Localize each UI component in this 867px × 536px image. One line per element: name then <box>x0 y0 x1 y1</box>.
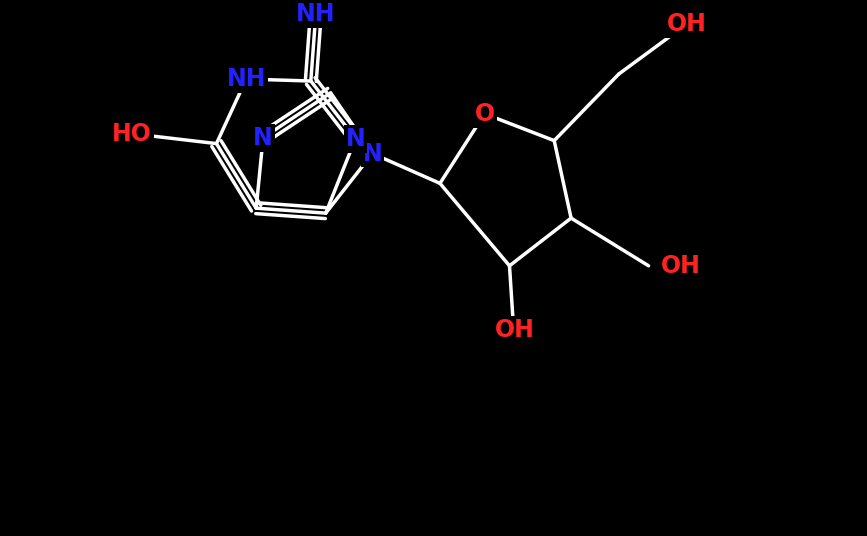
Text: NH: NH <box>296 3 336 26</box>
Text: OH: OH <box>667 12 707 36</box>
Text: HO: HO <box>112 122 152 146</box>
Text: OH: OH <box>494 318 534 343</box>
Text: N: N <box>253 125 273 150</box>
Text: NH: NH <box>226 67 266 91</box>
Text: N: N <box>346 126 365 151</box>
Text: N: N <box>362 142 382 166</box>
Text: O: O <box>474 102 495 126</box>
Text: OH: OH <box>661 254 701 278</box>
